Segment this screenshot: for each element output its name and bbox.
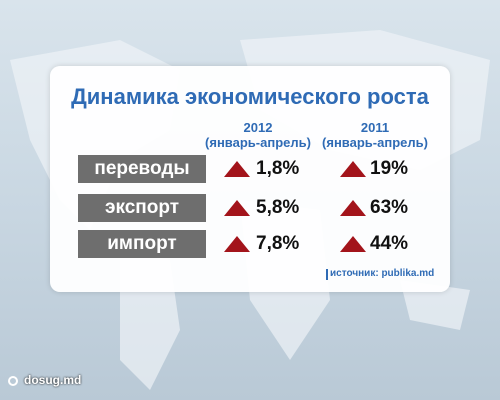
up-arrow bbox=[340, 161, 366, 177]
column-year: 2012 bbox=[243, 120, 273, 135]
column-year: 2011 bbox=[360, 120, 390, 135]
row-label: переводы bbox=[78, 155, 206, 183]
up-arrow bbox=[340, 200, 366, 216]
up-arrow bbox=[224, 236, 250, 252]
value: 1,8% bbox=[256, 158, 300, 179]
value: 5,8% bbox=[256, 197, 300, 218]
logo-icon bbox=[8, 376, 18, 386]
column-period: (январь-апрель) bbox=[322, 135, 428, 150]
row-label: импорт bbox=[78, 230, 206, 258]
value: 44% bbox=[370, 233, 409, 254]
watermark: dosug.md bbox=[24, 373, 82, 387]
up-arrow bbox=[340, 236, 366, 252]
separator bbox=[326, 269, 328, 280]
value: 63% bbox=[370, 197, 409, 218]
value: 19% bbox=[370, 158, 409, 179]
source: источник: publika.md bbox=[330, 268, 435, 279]
up-arrow bbox=[224, 161, 250, 177]
value: 7,8% bbox=[256, 233, 300, 254]
title: Динамика экономического роста bbox=[71, 84, 429, 109]
column-period: (январь-апрель) bbox=[205, 135, 311, 150]
row-label: экспорт bbox=[78, 194, 206, 222]
up-arrow bbox=[224, 200, 250, 216]
